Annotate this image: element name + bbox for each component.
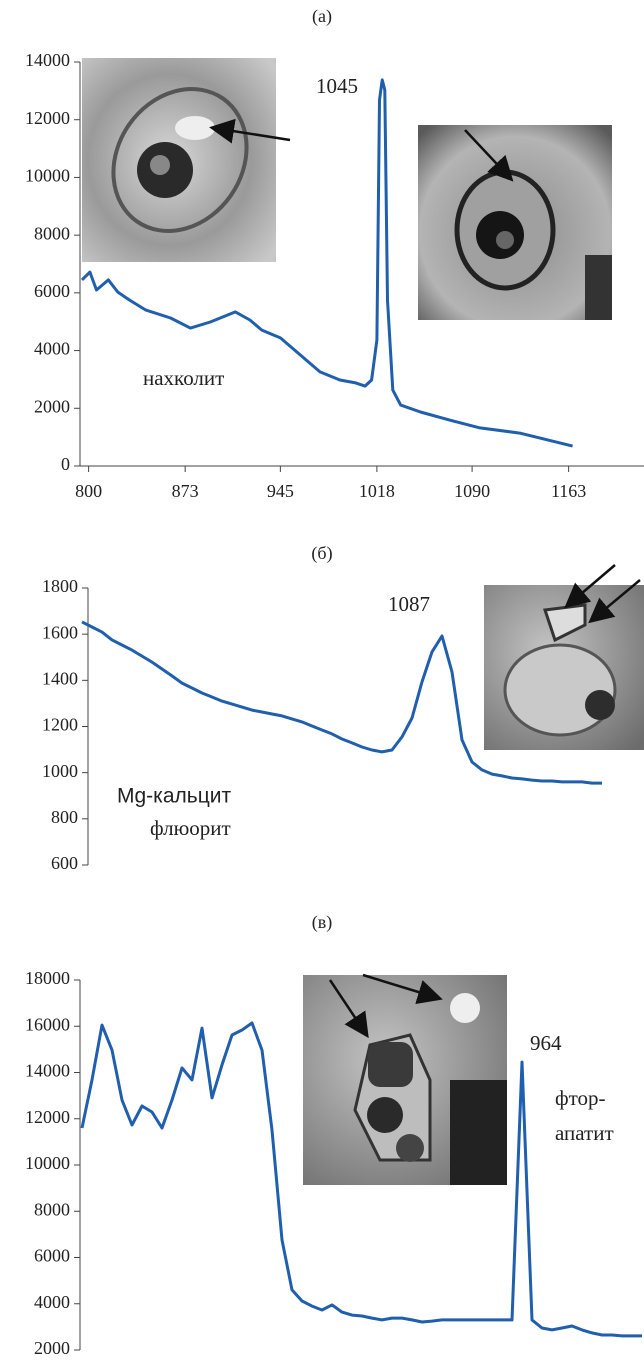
micrograph	[484, 565, 644, 750]
x-tick-label: 800	[75, 481, 102, 501]
annotation: 1045	[316, 74, 358, 98]
y-tick-label: 18000	[25, 968, 70, 988]
figure: (a) 0 2000 4000 6000 8000 10000 12000 14000 800 87…	[0, 0, 644, 1362]
panel-title: (б)	[311, 543, 332, 564]
y-tick-label: 10000	[25, 166, 70, 186]
annotation: 1087	[388, 592, 430, 616]
y-tick-label: 8000	[34, 223, 70, 243]
x-tick-label: 1018	[359, 481, 395, 501]
x-tick-label: 873	[172, 481, 199, 501]
x-tick-label: 945	[267, 481, 294, 501]
micrograph	[418, 125, 612, 320]
annotation: фтор-	[555, 1086, 606, 1110]
y-tick-label: 4000	[34, 339, 70, 359]
y-tick-label: 12000	[25, 108, 70, 128]
y-tick-label: 1400	[42, 668, 78, 688]
y-tick-label: 8000	[34, 1199, 70, 1219]
x-tick-label: 1163	[551, 481, 586, 501]
y-tick-label: 0	[61, 454, 70, 474]
y-tick-label: 6000	[34, 281, 70, 301]
y-tick-label: 1000	[42, 761, 78, 781]
y-tick-label: 1600	[42, 622, 78, 642]
annotation: 964	[530, 1031, 562, 1055]
y-tick-label: 800	[51, 807, 78, 827]
y-tick-label: 6000	[34, 1246, 70, 1266]
micrograph	[82, 58, 290, 262]
y-tick-label: 1800	[42, 576, 78, 596]
y-tick-label: 12000	[25, 1107, 70, 1127]
x-tick-label: 1090	[454, 481, 490, 501]
y-tick-label: 600	[51, 853, 78, 873]
y-tick-label: 14000	[25, 1061, 70, 1081]
micrograph	[303, 975, 507, 1185]
y-tick-label: 1200	[42, 715, 78, 735]
panel-title: (в)	[312, 912, 333, 933]
y-tick-label: 2000	[34, 396, 70, 416]
panel-title: (a)	[312, 6, 332, 27]
page: (a) 0 2000 4000 6000 8000 10000 12000 14000 800 87…	[0, 0, 644, 1362]
annotation: флюорит	[150, 816, 231, 840]
y-tick-label: 4000	[34, 1292, 70, 1312]
annotation: нахколит	[143, 366, 224, 390]
y-tick-label: 16000	[25, 1014, 70, 1034]
y-tick-label: 10000	[25, 1153, 70, 1173]
y-tick-label: 2000	[34, 1338, 70, 1358]
y-tick-label: 14000	[25, 50, 70, 70]
annotation: апатит	[555, 1121, 614, 1145]
annotation: Mg-кальцит	[117, 785, 231, 808]
